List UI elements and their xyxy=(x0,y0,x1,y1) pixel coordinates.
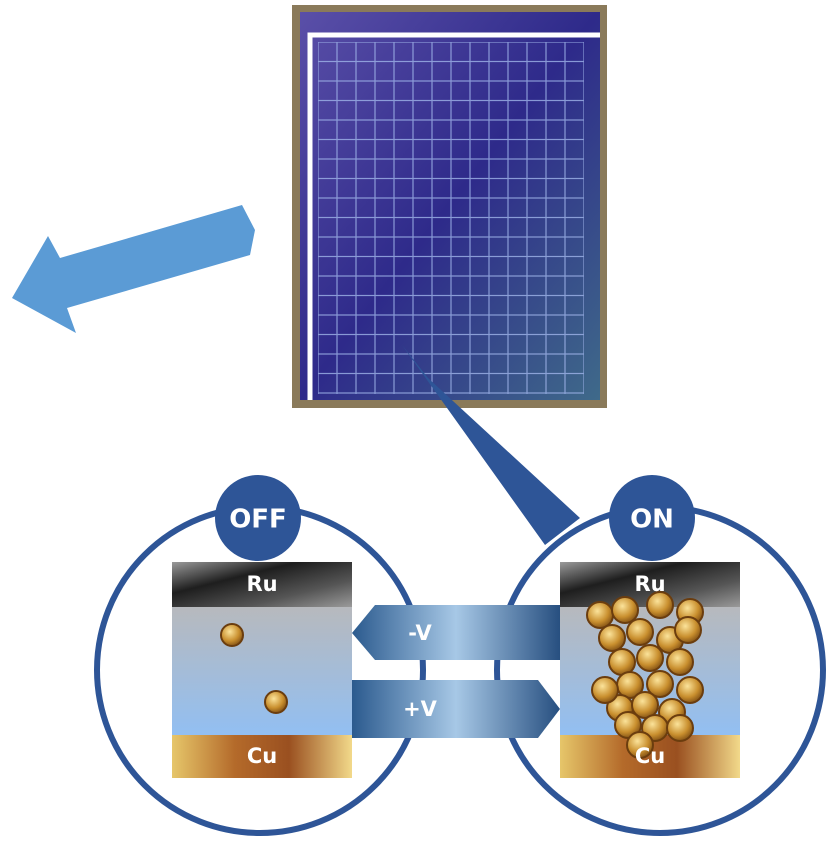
layer-label: Cu xyxy=(635,744,665,768)
state-label: OFF xyxy=(229,505,287,535)
particle xyxy=(646,591,674,619)
particle xyxy=(636,644,664,672)
ru-layer xyxy=(172,562,352,607)
chip-grid xyxy=(318,42,584,394)
layer-label: Ru xyxy=(246,572,277,596)
particle xyxy=(674,616,702,644)
particle xyxy=(646,670,674,698)
neg-arrow xyxy=(352,605,560,660)
particle xyxy=(666,648,694,676)
particle xyxy=(586,601,614,629)
filament xyxy=(586,591,704,759)
chip-bracket xyxy=(307,32,600,400)
particle xyxy=(626,731,654,759)
layer-label: Cu xyxy=(247,744,277,768)
particle xyxy=(264,690,288,714)
particle xyxy=(676,676,704,704)
medium xyxy=(172,607,352,735)
particle xyxy=(631,691,659,719)
pos-arrow xyxy=(352,680,560,738)
state-label: ON xyxy=(630,505,674,535)
voltage-label: -V xyxy=(408,621,432,645)
voltage-label: +V xyxy=(403,697,438,721)
layer-label: Ru xyxy=(634,572,665,596)
cu-layer xyxy=(172,735,352,778)
off-badge xyxy=(215,475,301,561)
particle xyxy=(611,596,639,624)
left-arrow xyxy=(12,205,255,333)
on-badge xyxy=(609,475,695,561)
particle xyxy=(591,676,619,704)
particle xyxy=(598,624,626,652)
particle xyxy=(626,618,654,646)
pointer xyxy=(402,345,580,545)
particle xyxy=(666,714,694,742)
particle xyxy=(220,623,244,647)
